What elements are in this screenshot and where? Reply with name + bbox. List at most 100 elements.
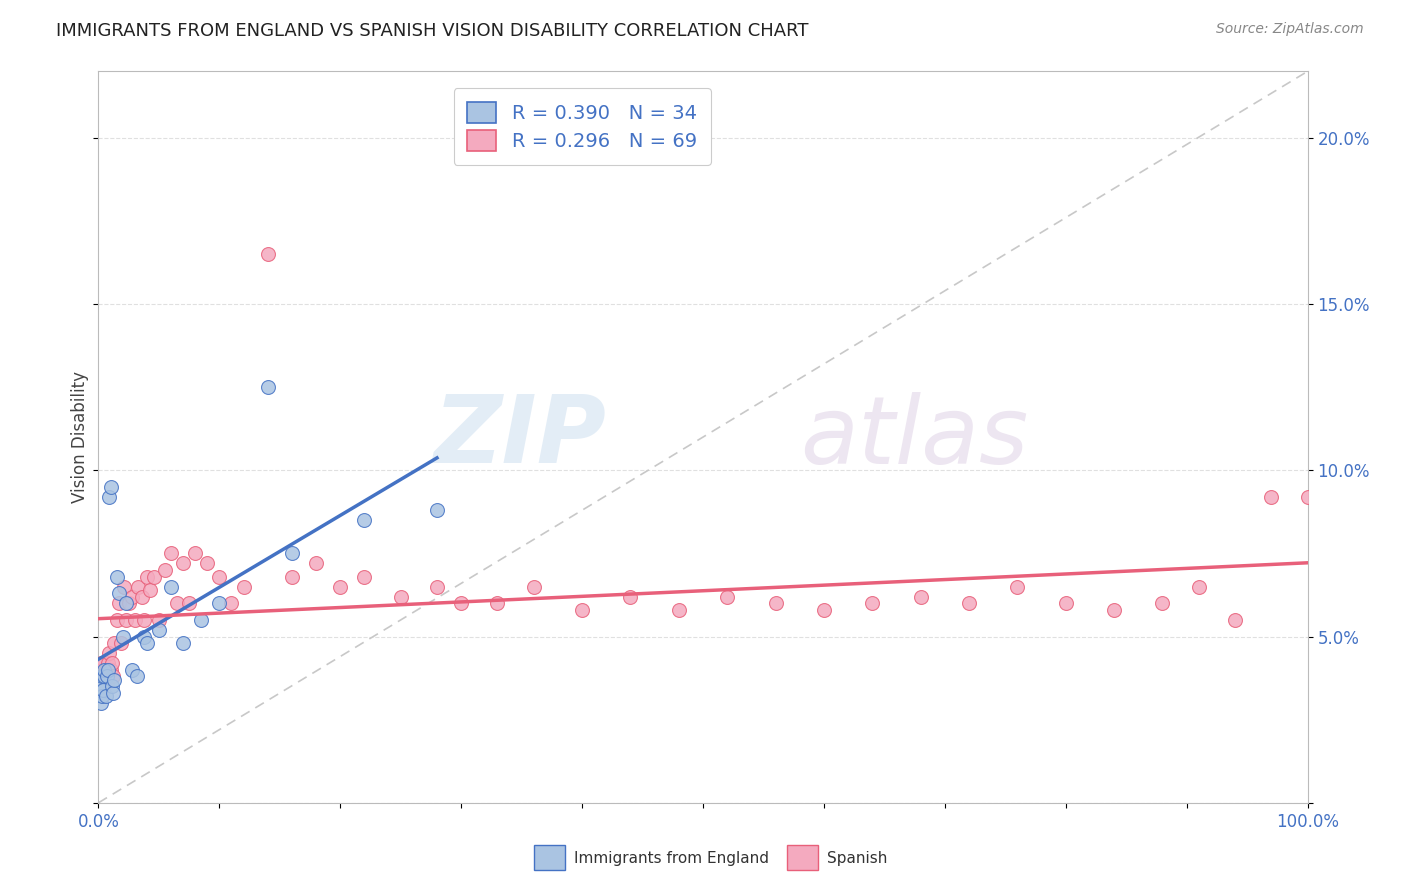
Point	[91, 690, 114, 704]
Point	[121, 590, 143, 604]
Legend: R = 0.390   N = 34, R = 0.296   N = 69: R = 0.390 N = 34, R = 0.296 N = 69	[454, 88, 710, 165]
Point	[179, 596, 201, 610]
Point	[450, 596, 472, 610]
Point	[389, 590, 412, 604]
Point	[1007, 580, 1029, 594]
Point	[105, 613, 128, 627]
Point	[668, 603, 690, 617]
Point	[1102, 603, 1125, 617]
Point	[112, 580, 135, 594]
Point	[131, 590, 153, 604]
Point	[1223, 613, 1246, 627]
Point	[100, 680, 122, 694]
Text: Spanish: Spanish	[827, 851, 887, 866]
Point	[100, 663, 122, 677]
Y-axis label: Vision Disability: Vision Disability	[70, 371, 89, 503]
Point	[172, 636, 194, 650]
Point	[91, 676, 114, 690]
Point	[135, 570, 157, 584]
Point	[353, 570, 375, 584]
Point	[160, 580, 183, 594]
Text: ZIP: ZIP	[433, 391, 606, 483]
Point	[281, 570, 304, 584]
Point	[148, 613, 170, 627]
Point	[190, 613, 212, 627]
Point	[103, 636, 125, 650]
Point	[765, 596, 787, 610]
Point	[1152, 596, 1174, 610]
Point	[91, 682, 114, 697]
Point	[101, 686, 124, 700]
Point	[115, 596, 138, 610]
Point	[195, 557, 218, 571]
Point	[1296, 490, 1319, 504]
Point	[134, 613, 156, 627]
Point	[153, 563, 176, 577]
Point	[90, 669, 112, 683]
Point	[426, 580, 449, 594]
Point	[93, 663, 115, 677]
Point	[329, 580, 352, 594]
Point	[100, 480, 122, 494]
Point	[1054, 596, 1077, 610]
Point	[93, 669, 115, 683]
Text: atlas: atlas	[800, 392, 1028, 483]
Point	[860, 596, 883, 610]
Point	[90, 696, 112, 710]
Point	[716, 590, 738, 604]
Point	[1260, 490, 1282, 504]
Point	[90, 656, 112, 670]
Point	[91, 656, 114, 670]
Point	[108, 586, 131, 600]
Text: Immigrants from England: Immigrants from England	[574, 851, 769, 866]
Point	[184, 546, 207, 560]
Point	[305, 557, 328, 571]
Point	[96, 676, 118, 690]
Point	[96, 669, 118, 683]
Point	[110, 636, 132, 650]
Point	[957, 596, 980, 610]
Point	[89, 669, 111, 683]
Point	[108, 596, 131, 610]
Point	[127, 580, 149, 594]
Text: Source: ZipAtlas.com: Source: ZipAtlas.com	[1216, 22, 1364, 37]
Point	[486, 596, 509, 610]
Point	[101, 669, 124, 683]
Point	[172, 557, 194, 571]
Point	[135, 636, 157, 650]
Point	[118, 596, 141, 610]
Point	[208, 570, 231, 584]
Point	[143, 570, 166, 584]
Point	[93, 669, 115, 683]
Point	[89, 686, 111, 700]
Point	[97, 656, 120, 670]
Point	[148, 623, 170, 637]
Point	[134, 630, 156, 644]
Point	[115, 613, 138, 627]
Point	[91, 669, 114, 683]
Point	[124, 613, 146, 627]
Point	[208, 596, 231, 610]
Point	[105, 570, 128, 584]
Point	[121, 663, 143, 677]
Point	[90, 680, 112, 694]
Point	[221, 596, 243, 610]
Point	[256, 380, 278, 394]
Point	[97, 663, 120, 677]
Point	[89, 680, 111, 694]
Point	[98, 646, 121, 660]
Point	[98, 490, 121, 504]
Text: IMMIGRANTS FROM ENGLAND VS SPANISH VISION DISABILITY CORRELATION CHART: IMMIGRANTS FROM ENGLAND VS SPANISH VISIO…	[56, 22, 808, 40]
Point	[94, 663, 117, 677]
Point	[426, 503, 449, 517]
Point	[571, 603, 593, 617]
Point	[94, 690, 117, 704]
Point	[281, 546, 304, 560]
Point	[100, 656, 122, 670]
Point	[232, 580, 254, 594]
Point	[813, 603, 835, 617]
Point	[89, 676, 111, 690]
Point	[91, 663, 114, 677]
Point	[166, 596, 188, 610]
Point	[103, 673, 125, 687]
